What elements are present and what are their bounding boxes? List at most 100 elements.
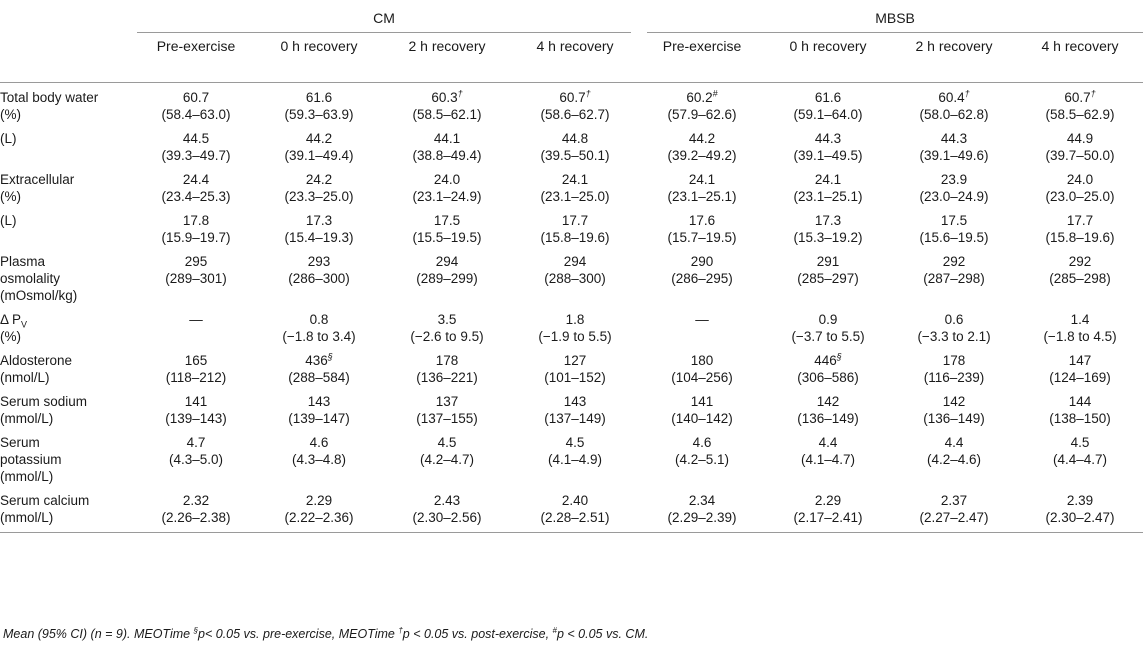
data-cell: 60.7 (58.4–63.0) bbox=[161, 90, 231, 122]
data-cell: 4.5 (4.4–4.7) bbox=[1053, 435, 1108, 467]
row-label: (L) bbox=[0, 131, 17, 146]
data-cell: 17.3 (15.4–19.3) bbox=[284, 213, 354, 245]
data-cell: 142 (136–149) bbox=[923, 394, 985, 426]
row-label: Plasma osmolality (mOsmol/kg) bbox=[0, 254, 78, 303]
table-row: (L) 44.5 (39.3–49.7) 44.2 (39.1–49.4) 44.1 (38… bbox=[0, 124, 1143, 165]
data-cell: 60.4† (58.0–62.8) bbox=[919, 88, 989, 122]
data-cell: 137 (137–155) bbox=[416, 394, 478, 426]
data-cell: 44.2 (39.1–49.4) bbox=[284, 131, 354, 163]
data-cell: 3.5 (−2.6 to 9.5) bbox=[410, 312, 484, 344]
column-header: 4 h recovery bbox=[1017, 38, 1143, 83]
data-cell: 17.7 (15.8–19.6) bbox=[540, 213, 610, 245]
row-label: Extracellular (%) bbox=[0, 172, 75, 204]
data-cell: 44.3 (39.1–49.5) bbox=[793, 131, 863, 163]
data-cell: 292 (287–298) bbox=[923, 254, 985, 286]
data-cell: 436§ (288–584) bbox=[288, 351, 350, 385]
data-cell: 44.8 (39.5–50.1) bbox=[540, 131, 610, 163]
column-header: 2 h recovery bbox=[383, 38, 511, 83]
table-row: Total body water (%) 60.7 (58.4–63.0) 61.6 (5… bbox=[0, 83, 1143, 125]
data-cell: 2.37 (2.27–2.47) bbox=[891, 486, 1018, 533]
data-cell: 292 (285–298) bbox=[1049, 254, 1111, 286]
data-cell: 142 (136–149) bbox=[797, 394, 859, 426]
data-cell: 143 (139–147) bbox=[288, 394, 350, 426]
data-cell: 141 (140–142) bbox=[671, 394, 733, 426]
data-cell: 294 (288–300) bbox=[544, 254, 606, 286]
row-label: Serum sodium (mmol/L) bbox=[0, 394, 88, 426]
data-cell: 61.6 (59.1–64.0) bbox=[793, 90, 863, 122]
data-cell: 4.6 (4.3–4.8) bbox=[291, 435, 347, 467]
table-row: Δ PV (%) — 0.8 (−1.8 to 3.4) 3.5 (−2.6 to 9.5)… bbox=[0, 305, 1143, 346]
data-cell: 2.32 (2.26–2.38) bbox=[137, 486, 255, 533]
data-cell: 24.0 (23.0–25.0) bbox=[1045, 172, 1115, 204]
data-cell: 2.43 (2.30–2.56) bbox=[383, 486, 511, 533]
data-cell: 291 (285–297) bbox=[797, 254, 859, 286]
column-header: 4 h recovery bbox=[511, 38, 640, 83]
data-cell: 1.8 (−1.9 to 5.5) bbox=[538, 312, 612, 344]
data-cell: 2.39 (2.30–2.47) bbox=[1017, 486, 1143, 533]
table-row: Aldosterone (nmol/L) 165 (118–212) 436§ (288–… bbox=[0, 346, 1143, 387]
data-cell: 17.3 (15.3–19.2) bbox=[793, 213, 863, 245]
data-cell: 61.6 (59.3–63.9) bbox=[284, 90, 354, 122]
data-cell: 17.5 (15.6–19.5) bbox=[919, 213, 989, 245]
table-row: (L) 17.8 (15.9–19.7) 17.3 (15.4–19.3) 17.5 (15… bbox=[0, 206, 1143, 247]
row-label: Serum potassium (mmol/L) bbox=[0, 435, 62, 484]
data-cell: 17.6 (15.7–19.5) bbox=[667, 213, 737, 245]
data-cell: 0.6 (−3.3 to 2.1) bbox=[917, 312, 991, 344]
table-row: Serum sodium (mmol/L) 141 (139–143) 143 (139–… bbox=[0, 387, 1143, 428]
data-cell: 1.4 (−1.8 to 4.5) bbox=[1043, 312, 1117, 344]
table-row: Serum potassium (mmol/L) 4.7 (4.3–5.0) 4.6 (4.… bbox=[0, 428, 1143, 486]
data-cell: 4.5 (4.1–4.9) bbox=[547, 435, 603, 467]
data-cell: 143 (137–149) bbox=[544, 394, 606, 426]
data-cell: 24.1 (23.1–25.1) bbox=[793, 172, 863, 204]
group-header-mbsb: MBSB bbox=[639, 10, 1143, 38]
column-header: 2 h recovery bbox=[891, 38, 1018, 83]
data-cell: 60.7† (58.6–62.7) bbox=[540, 88, 610, 122]
data-cell: 2.29 (2.17–2.41) bbox=[765, 486, 892, 533]
data-cell: 144 (138–150) bbox=[1049, 394, 1111, 426]
table-row: Extracellular (%) 24.4 (23.4–25.3) 24.2 (23.3… bbox=[0, 165, 1143, 206]
data-cell: 290 (286–295) bbox=[671, 254, 733, 286]
data-cell: 4.7 (4.3–5.0) bbox=[168, 435, 224, 467]
data-cell: 4.6 (4.2–5.1) bbox=[675, 435, 730, 467]
column-header: 0 h recovery bbox=[255, 38, 383, 83]
data-cell: 44.5 (39.3–49.7) bbox=[161, 131, 231, 163]
data-cell: 23.9 (23.0–24.9) bbox=[919, 172, 989, 204]
data-cell: 44.3 (39.1–49.6) bbox=[919, 131, 989, 163]
data-cell: 294 (289–299) bbox=[416, 254, 478, 286]
row-label: Aldosterone (nmol/L) bbox=[0, 353, 73, 385]
row-label: Total body water (%) bbox=[0, 90, 99, 122]
column-header: Pre-exercise bbox=[639, 38, 766, 83]
data-cell: 2.40 (2.28–2.51) bbox=[511, 486, 640, 533]
data-cell: 17.7 (15.8–19.6) bbox=[1045, 213, 1115, 245]
column-header: 0 h recovery bbox=[765, 38, 892, 83]
data-cell: 295 (289–301) bbox=[165, 254, 227, 286]
data-cell: 4.4 (4.1–4.7) bbox=[801, 435, 856, 467]
row-label: Serum calcium (mmol/L) bbox=[0, 486, 137, 533]
data-cell: 24.0 (23.1–24.9) bbox=[412, 172, 482, 204]
data-cell: 17.8 (15.9–19.7) bbox=[161, 213, 231, 245]
data-cell: 446§ (306–586) bbox=[797, 351, 859, 385]
data-cell: 127 (101–152) bbox=[544, 353, 606, 385]
data-cell: 24.1 (23.1–25.1) bbox=[667, 172, 737, 204]
data-cell: 24.1 (23.1–25.0) bbox=[540, 172, 610, 204]
data-cell: 44.1 (38.8–49.4) bbox=[412, 131, 482, 163]
data-cell: 60.7† (58.5–62.9) bbox=[1045, 88, 1115, 122]
table-footnote: Mean (95% CI) (n = 9). MEOTime §p< 0.05 … bbox=[3, 625, 649, 641]
group-header-row: CM MBSB bbox=[0, 10, 1143, 38]
row-label: (L) bbox=[0, 213, 17, 228]
data-cell: 60.2# (57.9–62.6) bbox=[667, 88, 737, 122]
data-cell: 0.8 (−1.8 to 3.4) bbox=[282, 312, 356, 344]
data-cell: 178 (136–221) bbox=[416, 353, 478, 385]
data-cell: 44.9 (39.7–50.0) bbox=[1045, 131, 1115, 163]
data-cell: 180 (104–256) bbox=[671, 353, 733, 385]
row-label: Δ PV (%) bbox=[0, 312, 28, 344]
results-table: CM MBSB Pre-exercise 0 h recovery 2 h reco… bbox=[0, 10, 1143, 533]
data-cell: 4.5 (4.2–4.7) bbox=[419, 435, 475, 467]
data-cell: 4.4 (4.2–4.6) bbox=[927, 435, 982, 467]
data-cell: 293 (286–300) bbox=[288, 254, 350, 286]
table-body: Total body water (%) 60.7 (58.4–63.0) 61.6 (5… bbox=[0, 83, 1143, 533]
data-cell: 2.34 (2.29–2.39) bbox=[639, 486, 766, 533]
table-row: Plasma osmolality (mOsmol/kg) 295 (289–301) 2… bbox=[0, 247, 1143, 305]
data-cell: 2.29 (2.22–2.36) bbox=[255, 486, 383, 533]
